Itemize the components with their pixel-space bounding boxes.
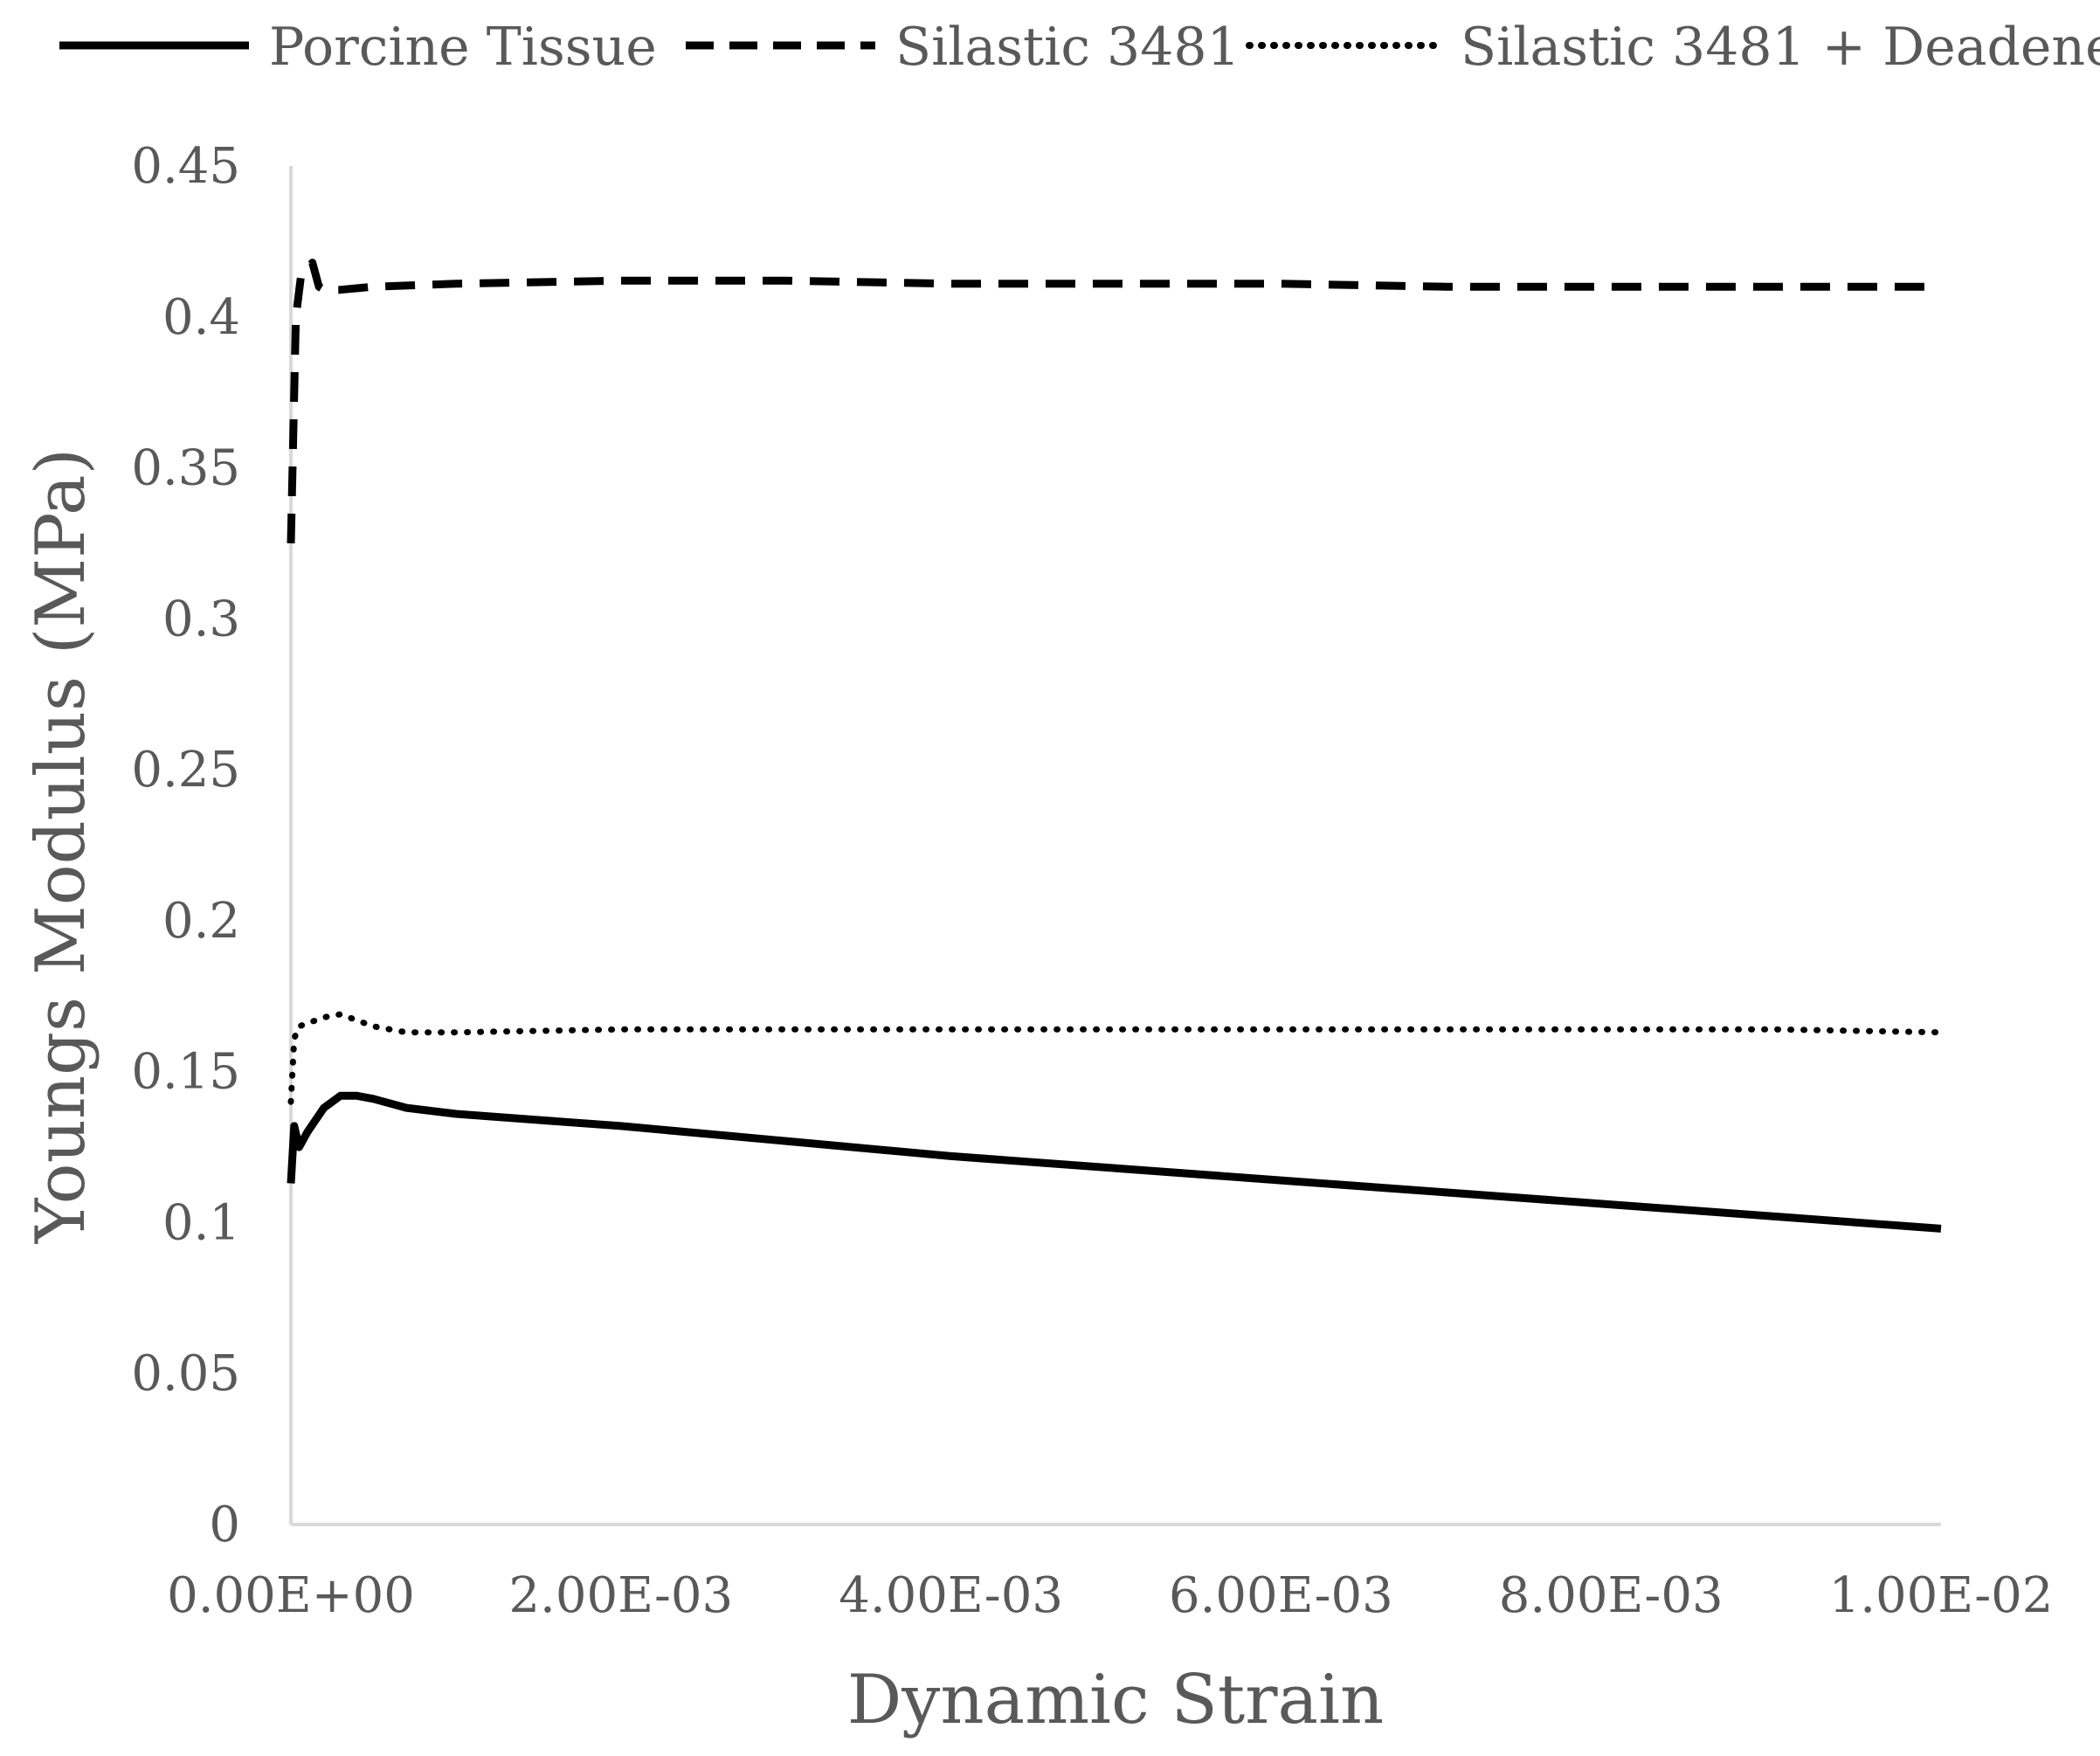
legend-item-silastic-3481-deadener: Silastic 3481 + Deadener: [1246, 17, 2100, 78]
y-tick-label: 0.45: [131, 138, 240, 195]
y-tick-label: 0: [209, 1497, 240, 1553]
y-axis-title: Youngs Modulus (MPa): [22, 448, 100, 1244]
y-tick-label: 0.35: [131, 440, 240, 497]
legend-item-porcine-tissue: Porcine Tissue: [59, 17, 657, 78]
x-axis-title: Dynamic Strain: [847, 1661, 1384, 1739]
legend: Porcine Tissue Silastic 3481 Silastic 34…: [59, 17, 2100, 78]
x-tick-label: 8.00E-03: [1499, 1567, 1724, 1624]
series-line-porcine-tissue: [287, 1091, 1942, 1233]
series-layer: [287, 259, 1945, 1233]
y-tick-label: 0.25: [131, 742, 240, 798]
x-tick-labels: 0.00E+00 2.00E-03 4.00E-03 6.00E-03 8.00E-03…: [167, 1567, 2053, 1624]
x-tick-label: 1.00E-02: [1829, 1567, 2054, 1624]
y-tick-label: 0.4: [162, 289, 240, 346]
x-tick-label: 4.00E-03: [839, 1567, 1063, 1624]
legend-label-silastic-3481-deadener: Silastic 3481 + Deadener: [1461, 17, 2100, 78]
legend-item-silastic-3481: Silastic 3481: [686, 17, 1240, 78]
series-line-silastic-3481-deadener: [287, 1011, 1945, 1105]
legend-label-silastic-3481: Silastic 3481: [895, 17, 1240, 78]
x-tick-label: 2.00E-03: [508, 1567, 733, 1624]
y-tick-labels: 0 0.05 0.1 0.15 0.2 0.25 0.3 0.35 0.4 0.45: [131, 138, 240, 1553]
x-tick-label: 0.00E+00: [167, 1567, 415, 1624]
y-tick-label: 0.15: [131, 1044, 240, 1101]
legend-label-porcine-tissue: Porcine Tissue: [269, 17, 657, 78]
series-line-silastic-3481: [287, 259, 1941, 543]
y-tick-label: 0.05: [131, 1345, 240, 1402]
x-tick-label: 6.00E-03: [1169, 1567, 1393, 1624]
y-tick-label: 0.2: [162, 893, 240, 950]
y-tick-label: 0.1: [162, 1194, 240, 1251]
y-tick-label: 0.3: [162, 591, 240, 647]
